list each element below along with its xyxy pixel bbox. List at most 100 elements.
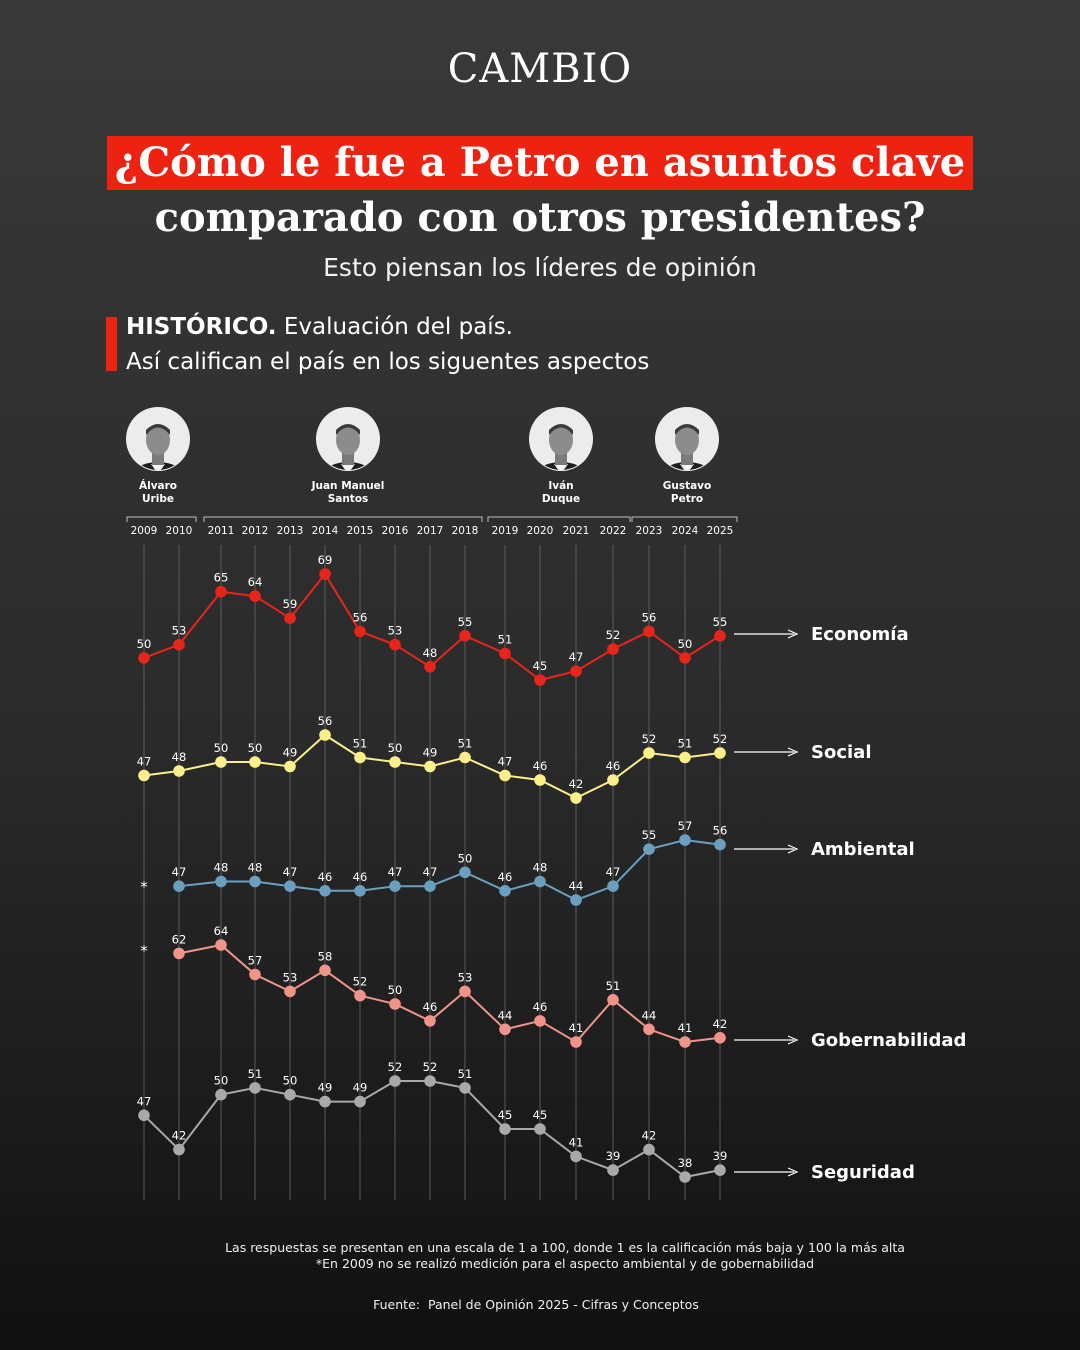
- data-label-gobernabilidad-2023: 44: [642, 1008, 657, 1022]
- series-ambiental: 47 48 48 47 46 46 47 47 50 46 48 44 47 55 57 56 * Ambient…: [140, 819, 915, 906]
- term-bracket: [631, 516, 738, 522]
- data-point-gobernabilidad-2019: [499, 1023, 511, 1036]
- data-label-social-2016: 50: [388, 741, 403, 755]
- headline-line-1: ¿Cómo le fue a Petro en asuntos clave: [106, 136, 974, 190]
- data-point-gobernabilidad-2021: [570, 1036, 582, 1048]
- data-point-gobernabilidad-2025: [714, 1032, 726, 1044]
- data-label-economia-2022: 52: [606, 628, 621, 642]
- data-point-seguridad-2015: [354, 1095, 366, 1108]
- data-point-gobernabilidad-2022: [607, 994, 619, 1006]
- data-point-social-2023: [643, 747, 655, 759]
- data-point-economia-2015: [354, 625, 366, 638]
- data-point-social-2015: [354, 751, 366, 764]
- series-line-ambiental: [178, 838, 721, 902]
- subtitle: Esto piensan los líderes de opinión: [323, 253, 757, 282]
- data-label-gobernabilidad-2025: 42: [713, 1017, 728, 1031]
- section-heading: HISTÓRICO. Evaluación del país.: [126, 312, 513, 342]
- data-label-social-2012: 50: [248, 741, 263, 755]
- data-label-gobernabilidad-2020: 46: [533, 1000, 548, 1014]
- data-point-ambiental-2022: [607, 880, 619, 892]
- data-point-ambiental-2017: [424, 880, 436, 892]
- series-label-social: Social: [811, 742, 872, 763]
- series-label-seguridad: Seguridad: [811, 1162, 915, 1183]
- data-point-gobernabilidad-2020: [534, 1015, 546, 1027]
- data-label-gobernabilidad-2017: 46: [423, 1000, 438, 1014]
- series-line-gobernabilidad: [178, 943, 721, 1044]
- data-point-seguridad-2014: [319, 1095, 331, 1108]
- data-label-seguridad-2014: 49: [318, 1081, 333, 1095]
- president-first-name: Gustavo: [663, 480, 712, 492]
- year-label-2022: 2022: [600, 525, 627, 537]
- year-label-2010: 2010: [166, 525, 193, 537]
- data-point-economia-2025: [714, 630, 726, 642]
- data-point-economia-2013: [284, 612, 296, 624]
- data-point-seguridad-2017: [424, 1075, 436, 1087]
- data-point-ambiental-2025: [714, 838, 726, 851]
- cambio-logo: CAMBIO: [447, 46, 633, 92]
- data-point-seguridad-2009: [138, 1109, 150, 1122]
- data-label-economia-2012: 64: [248, 575, 263, 589]
- data-point-gobernabilidad-2015: [354, 989, 366, 1002]
- data-point-economia-2020: [534, 674, 546, 686]
- data-label-ambiental-2025: 56: [713, 824, 728, 838]
- data-point-seguridad-2021: [570, 1150, 582, 1163]
- data-label-social-2021: 42: [569, 777, 584, 791]
- data-label-seguridad-2022: 39: [606, 1149, 621, 1163]
- missing-data-note: *En 2009 no se realizó medición para el …: [315, 1256, 815, 1271]
- data-label-ambiental-2012: 48: [248, 861, 263, 875]
- data-label-social-2018: 51: [458, 737, 473, 751]
- avatar-figure: [318, 424, 378, 470]
- legend-arrow-head: [787, 844, 799, 854]
- data-point-economia-2014: [319, 568, 331, 580]
- data-point-social-2016: [389, 756, 401, 768]
- data-label-ambiental-2010: 47: [172, 865, 187, 879]
- avatar-figure: [657, 424, 717, 470]
- missing-marker-ambiental: *: [140, 878, 148, 896]
- data-point-seguridad-2023: [643, 1143, 655, 1156]
- year-label-2019: 2019: [492, 525, 519, 537]
- data-point-social-2021: [570, 792, 582, 804]
- data-label-economia-2011: 65: [214, 571, 229, 585]
- data-point-ambiental-2021: [570, 894, 582, 906]
- year-label-2016: 2016: [382, 525, 409, 537]
- data-point-seguridad-2025: [714, 1164, 726, 1176]
- data-label-ambiental-2023: 55: [642, 828, 657, 842]
- data-label-ambiental-2022: 47: [606, 865, 621, 879]
- year-label-2018: 2018: [452, 525, 479, 537]
- data-point-ambiental-2016: [389, 880, 401, 892]
- data-label-seguridad-2024: 38: [678, 1156, 693, 1170]
- data-point-social-2012: [249, 756, 261, 768]
- data-label-economia-2010: 53: [172, 624, 187, 638]
- data-label-gobernabilidad-2021: 41: [569, 1021, 584, 1035]
- series-line-seguridad: [143, 1080, 721, 1179]
- data-point-social-2014: [319, 729, 331, 741]
- data-point-gobernabilidad-2018: [459, 985, 471, 998]
- data-label-social-2009: 47: [137, 755, 152, 769]
- data-label-social-2024: 51: [678, 737, 693, 751]
- data-point-seguridad-2018: [459, 1082, 471, 1094]
- year-label-2013: 2013: [277, 525, 304, 537]
- president-first-name: Álvaro: [139, 479, 177, 492]
- data-point-seguridad-2010: [173, 1143, 185, 1156]
- data-label-social-2023: 52: [642, 732, 657, 746]
- series-label-economia: Economía: [811, 624, 909, 645]
- data-point-gobernabilidad-2012: [249, 968, 261, 981]
- year-label-2017: 2017: [417, 525, 444, 537]
- data-point-seguridad-2019: [499, 1123, 511, 1135]
- series-label-gobernabilidad: Gobernabilidad: [811, 1030, 966, 1051]
- data-point-economia-2021: [570, 665, 582, 677]
- data-label-social-2025: 52: [713, 732, 728, 746]
- data-label-gobernabilidad-2015: 52: [353, 975, 368, 989]
- data-point-gobernabilidad-2016: [389, 998, 401, 1010]
- data-label-seguridad-2023: 42: [642, 1129, 657, 1143]
- data-point-seguridad-2024: [679, 1171, 691, 1183]
- data-label-economia-2009: 50: [137, 637, 152, 651]
- data-label-social-2020: 46: [533, 759, 548, 773]
- data-label-ambiental-2011: 48: [214, 861, 229, 875]
- data-label-gobernabilidad-2022: 51: [606, 979, 621, 993]
- data-label-economia-2025: 55: [713, 615, 728, 629]
- data-point-ambiental-2020: [534, 875, 546, 888]
- data-label-ambiental-2013: 47: [283, 865, 298, 879]
